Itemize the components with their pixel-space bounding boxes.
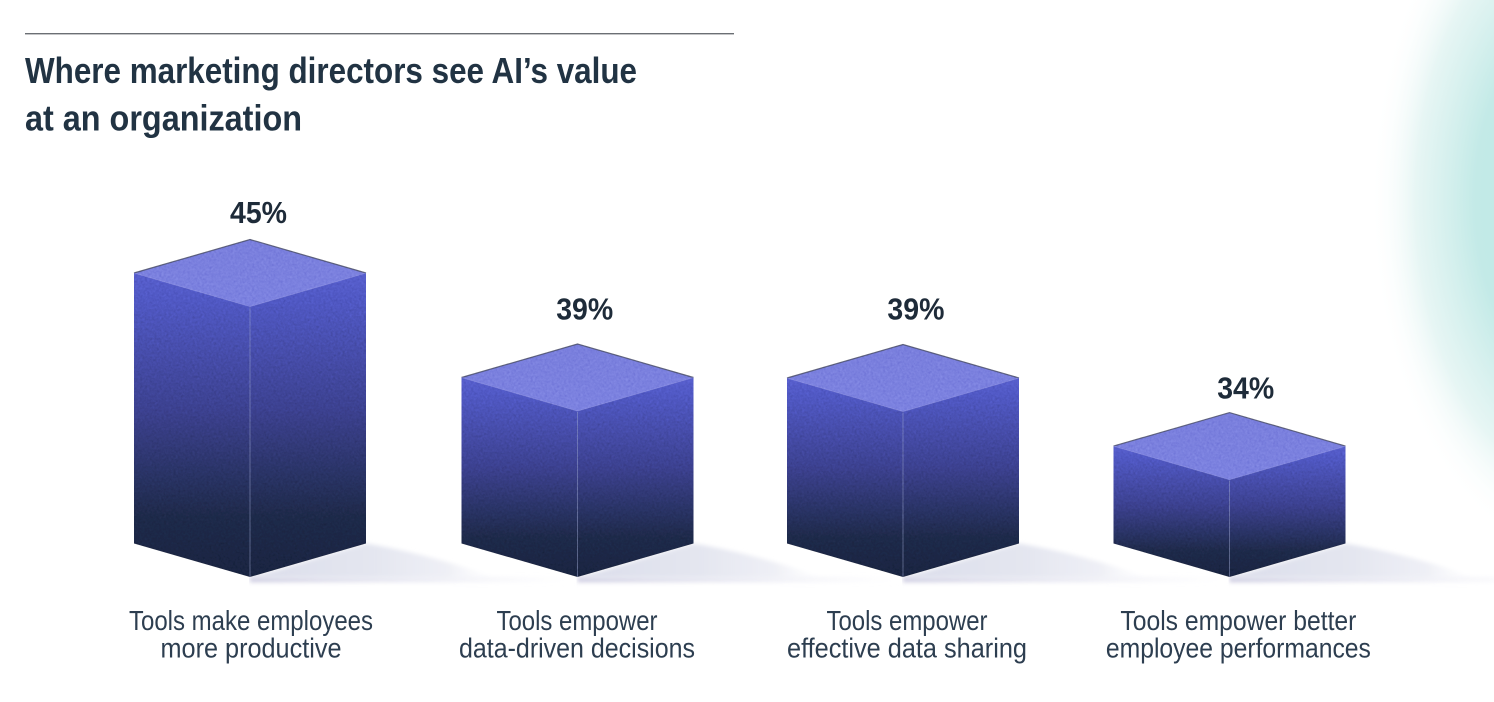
svg-text:34%: 34% [1217, 370, 1274, 405]
svg-text:39%: 39% [556, 291, 613, 326]
svg-text:at an organization: at an organization [25, 98, 302, 139]
svg-text:39%: 39% [887, 291, 944, 326]
svg-text:Tools empower: Tools empower [827, 605, 988, 636]
svg-text:45%: 45% [230, 195, 287, 230]
svg-text:employee performances: employee performances [1106, 633, 1371, 664]
svg-text:Tools make employees: Tools make employees [129, 605, 373, 636]
svg-text:Where marketing directors see: Where marketing directors see AI’s value [25, 50, 637, 91]
svg-text:more productive: more productive [161, 633, 342, 664]
svg-text:effective data sharing: effective data sharing [787, 633, 1027, 664]
svg-text:Tools empower better: Tools empower better [1120, 605, 1356, 636]
svg-text:data-driven decisions: data-driven decisions [459, 633, 695, 664]
svg-text:Tools empower: Tools empower [497, 605, 658, 636]
